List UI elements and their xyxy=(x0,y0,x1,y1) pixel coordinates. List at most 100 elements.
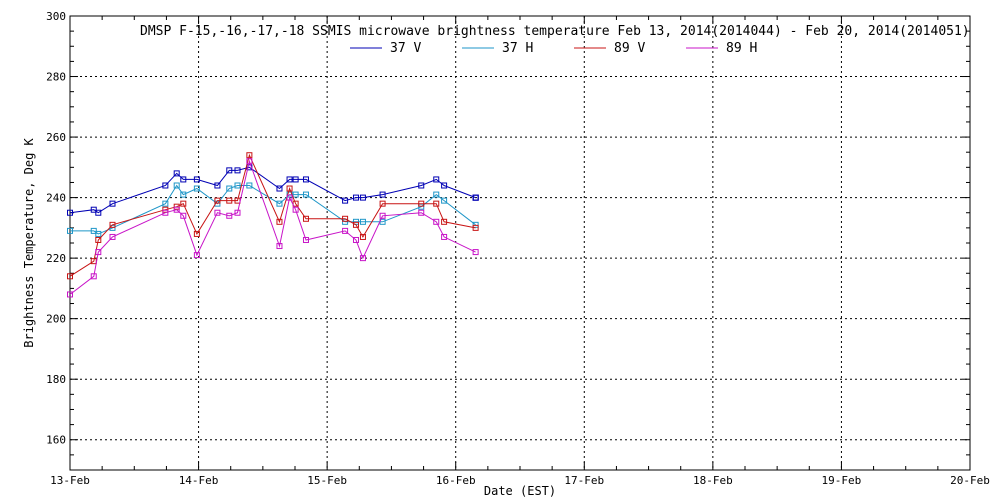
data-point xyxy=(173,182,180,189)
x-tick-label: 19-Feb xyxy=(822,474,862,487)
data-point xyxy=(180,191,187,198)
data-point xyxy=(352,236,359,243)
data-point xyxy=(95,249,102,256)
series-37-v xyxy=(67,164,479,216)
data-point xyxy=(173,203,180,210)
y-tick-label: 220 xyxy=(46,252,66,265)
data-point xyxy=(234,167,241,174)
data-point xyxy=(342,227,349,234)
data-point xyxy=(226,167,233,174)
data-point xyxy=(226,185,233,192)
data-point xyxy=(292,191,299,198)
data-point xyxy=(162,200,169,207)
data-point xyxy=(276,200,283,207)
chart-title: DMSP F-15,-16,-17,-18 SSMIS microwave br… xyxy=(140,24,970,39)
data-point xyxy=(359,255,366,262)
x-tick-label: 15-Feb xyxy=(307,474,347,487)
legend-label: 37 H xyxy=(502,41,533,56)
data-point xyxy=(162,182,169,189)
data-point xyxy=(234,209,241,216)
data-point xyxy=(418,209,425,216)
data-point xyxy=(418,200,425,207)
x-axis-title: Date (EST) xyxy=(484,484,556,498)
data-point xyxy=(162,209,169,216)
data-point xyxy=(433,176,440,183)
data-point xyxy=(214,197,221,204)
data-point xyxy=(246,182,253,189)
data-point xyxy=(359,218,366,225)
legend-label: 89 H xyxy=(726,41,757,56)
data-point xyxy=(180,200,187,207)
x-tick-label: 13-Feb xyxy=(50,474,90,487)
data-point xyxy=(433,191,440,198)
series-line xyxy=(69,153,476,277)
data-point xyxy=(472,249,479,256)
data-point xyxy=(90,227,97,234)
data-point xyxy=(472,224,479,231)
data-point xyxy=(302,191,309,198)
x-tick-label: 14-Feb xyxy=(179,474,219,487)
y-tick-label: 260 xyxy=(46,131,66,144)
x-tick-label: 18-Feb xyxy=(693,474,733,487)
data-point xyxy=(359,233,366,240)
data-point xyxy=(193,176,200,183)
y-axis-title: Brightness Temperature, Deg K xyxy=(22,137,36,347)
data-point xyxy=(214,209,221,216)
data-point xyxy=(67,209,73,216)
y-tick-label: 280 xyxy=(46,71,66,84)
data-point xyxy=(226,197,233,204)
tick-layer: 160 180 200 220 240 260 280 300 13-Feb 14-Feb 15-F… xyxy=(46,10,990,487)
data-point xyxy=(173,206,180,213)
x-tick-label: 20-Feb xyxy=(950,474,990,487)
data-point xyxy=(292,206,299,213)
plot-frame xyxy=(69,15,971,471)
data-point xyxy=(472,194,479,201)
data-point xyxy=(433,200,440,207)
data-point xyxy=(173,170,180,177)
data-point xyxy=(286,194,293,201)
legend-label: 37 V xyxy=(390,41,421,56)
data-point xyxy=(246,152,253,159)
data-point xyxy=(90,273,97,280)
data-point xyxy=(441,233,448,240)
data-point xyxy=(193,230,200,237)
series-89-h xyxy=(67,158,479,298)
grid-layer xyxy=(70,16,970,470)
y-tick-label: 240 xyxy=(46,192,66,205)
data-point xyxy=(67,291,73,298)
data-point xyxy=(352,221,359,228)
data-point xyxy=(379,191,386,198)
data-point xyxy=(342,215,349,222)
data-point xyxy=(302,236,309,243)
data-point xyxy=(109,233,116,240)
data-point xyxy=(359,194,366,201)
y-tick-label: 160 xyxy=(46,434,66,447)
series-line xyxy=(70,184,476,235)
data-point xyxy=(109,221,116,228)
y-tick-label: 180 xyxy=(46,373,66,386)
data-point xyxy=(95,230,102,237)
data-point xyxy=(433,218,440,225)
y-tick-label: 300 xyxy=(46,10,66,23)
data-point xyxy=(193,185,200,192)
data-point xyxy=(214,182,221,189)
series-line xyxy=(69,159,476,295)
series-line xyxy=(69,166,476,214)
data-point xyxy=(276,185,283,192)
data-point xyxy=(418,182,425,189)
data-point xyxy=(286,176,293,183)
data-point xyxy=(95,209,102,216)
x-tick-label: 17-Feb xyxy=(564,474,604,487)
series-89-v xyxy=(67,152,479,280)
data-point xyxy=(472,221,479,228)
series-layer xyxy=(67,152,479,298)
data-point xyxy=(352,194,359,201)
data-point xyxy=(441,197,448,204)
data-point xyxy=(234,182,241,189)
data-point xyxy=(180,176,187,183)
data-point xyxy=(226,212,233,219)
data-point xyxy=(441,182,448,189)
data-point xyxy=(67,227,73,234)
data-point xyxy=(276,218,283,225)
